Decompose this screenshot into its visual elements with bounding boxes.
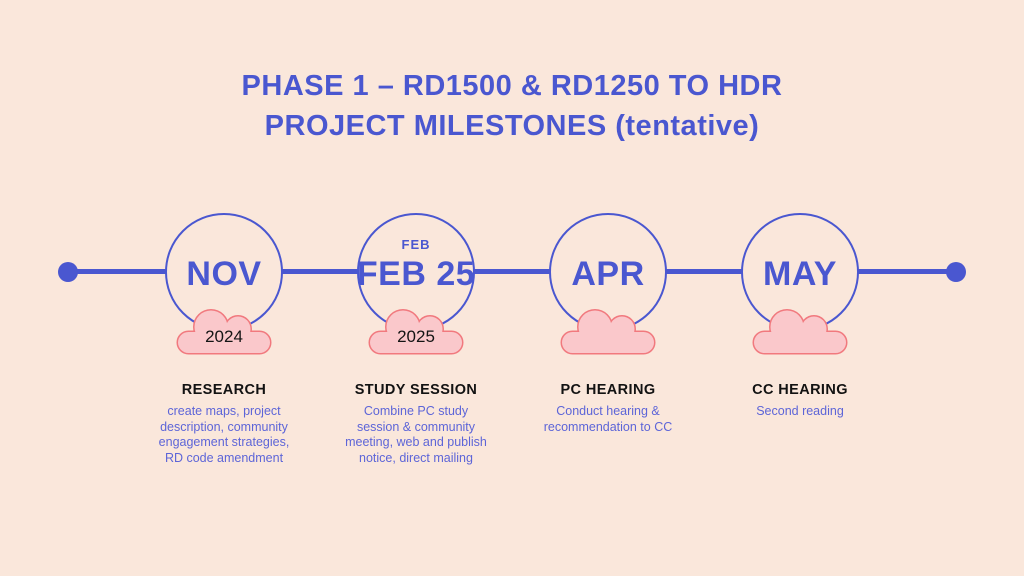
milestone-description: create maps, project description, commun… — [158, 404, 290, 465]
milestone-heading: RESEARCH — [181, 382, 267, 398]
milestone-nov: NOV 2024 RESEARCH create maps, project d… — [136, 213, 312, 503]
cloud-icon — [560, 309, 656, 355]
milestone-circle: APR — [549, 213, 667, 331]
milestone-circle: NOV — [165, 213, 283, 331]
milestone-month: MAY — [763, 254, 837, 293]
milestone-description: Combine PC study session & community mee… — [345, 404, 487, 465]
milestone-heading: PC HEARING — [560, 382, 656, 398]
milestone-feb-25: FEB FEB 25 2025 STUDY SESSION Combine PC… — [328, 213, 504, 503]
cloud-icon — [176, 309, 272, 355]
milestone-year: 2024 — [205, 327, 243, 346]
milestone-circle: FEB FEB 25 — [357, 213, 475, 331]
timeline-line — [68, 269, 956, 274]
title-line-1: PHASE 1 – RD1500 & RD1250 TO HDR — [241, 70, 783, 102]
milestone-description: Second reading — [756, 404, 844, 418]
milestone-apr: APR PC HEARING Conduct hearing & recomme… — [520, 213, 696, 503]
milestone-sub-month: FEB — [401, 237, 431, 252]
milestone-year: 2025 — [397, 327, 435, 346]
timeline-start-dot — [58, 262, 78, 282]
milestone-circle: MAY — [741, 213, 859, 331]
page-title: PHASE 1 – RD1500 & RD1250 TO HDR PROJECT … — [0, 66, 1024, 146]
milestone-heading: CC HEARING — [752, 382, 848, 398]
title-line-2: PROJECT MILESTONES (tentative) — [264, 110, 760, 142]
milestone-month: FEB 25 — [356, 254, 476, 293]
cloud-icon — [752, 309, 848, 355]
milestone-month: NOV — [186, 254, 262, 293]
milestone-may: MAY CC HEARING Second reading — [712, 213, 888, 503]
milestone-month: APR — [571, 254, 645, 293]
milestone-description: Conduct hearing & recommendation to CC — [543, 404, 673, 434]
cloud-icon — [368, 309, 464, 355]
milestone-heading: STUDY SESSION — [354, 382, 478, 398]
timeline-end-dot — [946, 262, 966, 282]
